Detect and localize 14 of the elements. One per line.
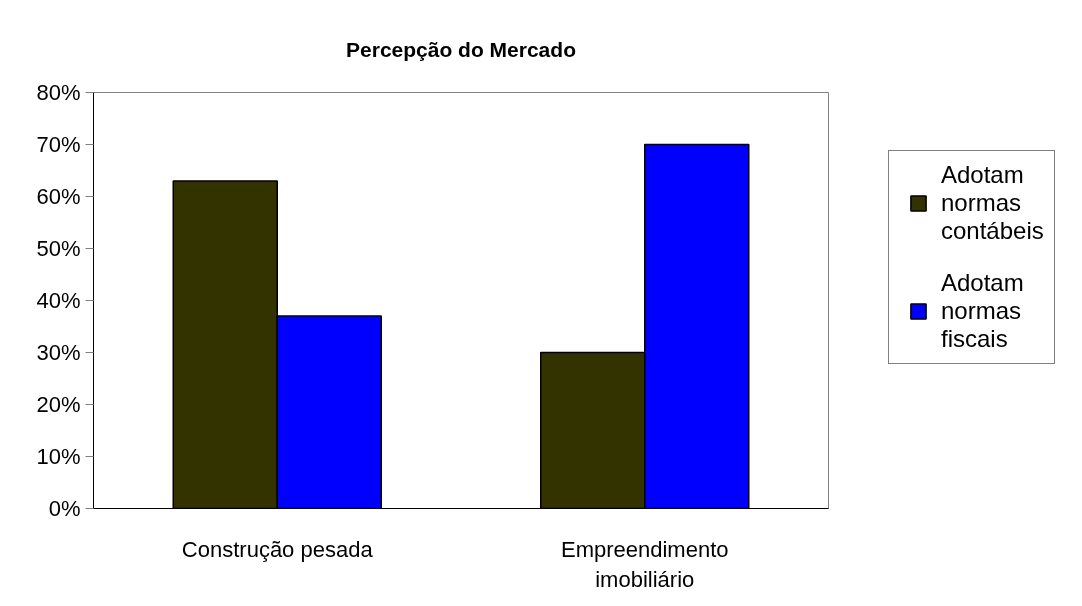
x-tick-label: Construção pesada [181,536,374,562]
x-tick-label: Empreendimento imobiliário [560,536,729,592]
legend-label: Adotam normas contábeis [941,161,1044,245]
y-tick-label: 0% [48,496,81,521]
y-tick-label: 10% [36,444,81,469]
chart-title: Percepção do Mercado [346,37,576,61]
y-tick-label: 60% [36,184,81,209]
y-tick-label: 40% [36,288,81,313]
y-tick-label: 70% [36,132,81,157]
y-tick-label: 30% [36,340,81,365]
y-tick-label: 80% [36,80,81,105]
y-tick-label: 20% [36,392,81,417]
legend-label: Adotam normas fiscais [941,269,1024,353]
y-tick-label: 50% [36,236,81,261]
